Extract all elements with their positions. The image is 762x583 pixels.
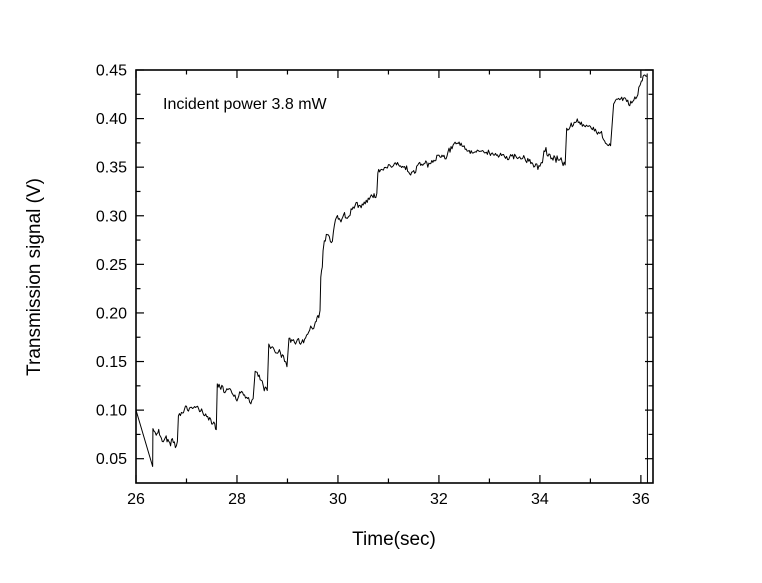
annotation-incident-power: Incident power 3.8 mW — [163, 96, 327, 113]
x-axis-title: Time(sec) — [352, 529, 436, 550]
y-axis-title: Transmission signal (V) — [24, 178, 45, 376]
y-tick-label: 0.35 — [96, 160, 127, 177]
y-tick-label: 0.10 — [96, 403, 127, 420]
x-tick-label: 36 — [632, 491, 650, 508]
x-tick-label: 30 — [329, 491, 347, 508]
x-tick-label: 32 — [430, 491, 448, 508]
y-tick-label: 0.30 — [96, 208, 127, 225]
signal-trace — [135, 73, 648, 484]
y-tick-label: 0.40 — [96, 111, 127, 128]
y-tick-label: 0.20 — [96, 305, 127, 322]
y-tick-label: 0.25 — [96, 257, 127, 274]
plot-frame — [135, 69, 654, 484]
x-tick-label: 28 — [228, 491, 246, 508]
x-tick-label: 26 — [127, 491, 145, 508]
y-tick-label: 0.15 — [96, 354, 127, 371]
y-tick-label: 0.45 — [96, 63, 127, 80]
y-tick-label: 0.05 — [96, 451, 127, 468]
x-tick-label: 34 — [531, 491, 549, 508]
